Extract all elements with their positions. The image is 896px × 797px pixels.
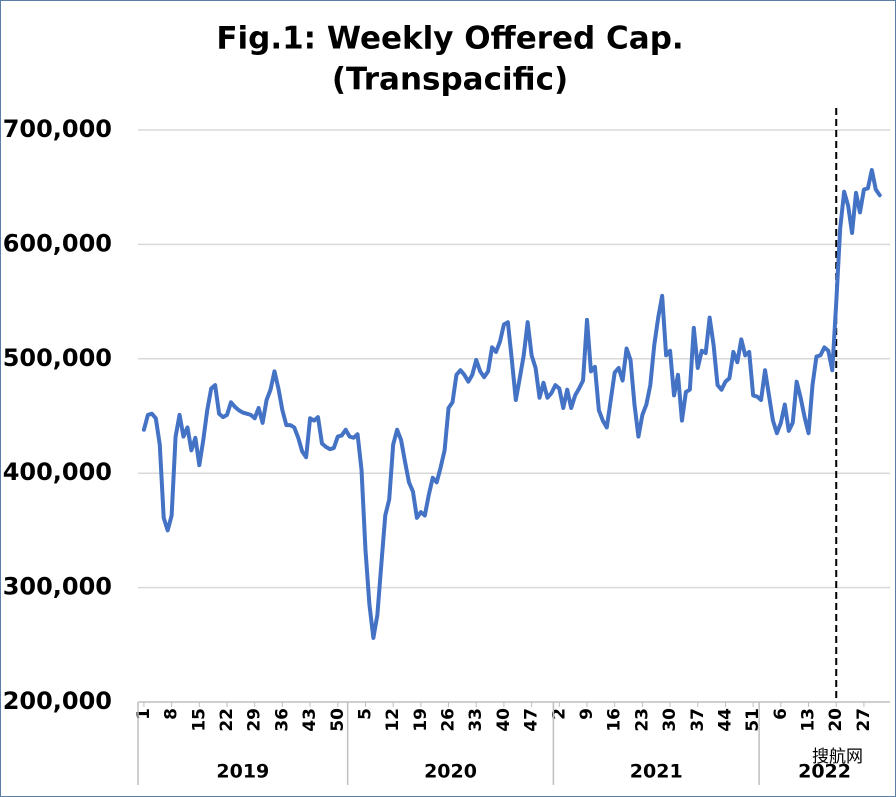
x-tick-label: 40 — [494, 708, 514, 732]
x-tick-label: 9 — [577, 708, 597, 720]
x-tick-label: 36 — [272, 708, 292, 732]
x-tick-label: 26 — [439, 708, 459, 732]
x-tick-label: 13 — [799, 708, 819, 732]
y-tick-label: 400,000 — [3, 458, 112, 486]
y-tick-label: 300,000 — [3, 573, 112, 601]
x-tick-label: 1 — [134, 708, 154, 720]
watermark: 搜航网 — [812, 747, 863, 767]
year-label: 2022 — [798, 761, 851, 783]
x-tick-label: 23 — [632, 708, 652, 732]
year-label: 2021 — [630, 761, 683, 783]
x-tick-label: 19 — [411, 708, 431, 732]
x-tick-label: 5 — [355, 708, 375, 720]
x-tick-label: 2 — [549, 708, 569, 720]
x-tick-label: 33 — [466, 708, 486, 732]
x-tick-label: 22 — [217, 708, 237, 732]
x-tick-label: 20 — [826, 708, 846, 732]
data-line — [141, 168, 882, 640]
x-tick-label: 16 — [605, 708, 625, 732]
x-tick-label: 6 — [771, 708, 791, 720]
year-label: 2020 — [424, 761, 477, 783]
x-tick-label: 8 — [162, 708, 182, 720]
y-tick-label: 600,000 — [3, 229, 112, 257]
x-tick-label: 47 — [522, 708, 542, 732]
y-tick-label: 200,000 — [3, 687, 112, 715]
x-tick-label: 51 — [743, 708, 763, 732]
x-tick-label: 44 — [715, 708, 735, 732]
x-tick-label: 15 — [189, 708, 209, 732]
x-tick-label: 50 — [328, 708, 348, 732]
y-tick-label: 500,000 — [3, 344, 112, 372]
x-tick-label: 29 — [245, 708, 265, 732]
x-tick-label: 27 — [854, 708, 874, 732]
chart-title: Fig.1: Weekly Offered Cap. — [216, 21, 683, 57]
year-label: 2019 — [216, 761, 269, 783]
x-tick-label: 37 — [688, 708, 708, 732]
x-tick-label: 30 — [660, 708, 680, 732]
x-tick-label: 12 — [383, 708, 403, 732]
x-tick-label: 43 — [300, 708, 320, 732]
y-tick-label: 700,000 — [3, 115, 112, 143]
chart-subtitle: (Transpacific) — [332, 62, 568, 98]
